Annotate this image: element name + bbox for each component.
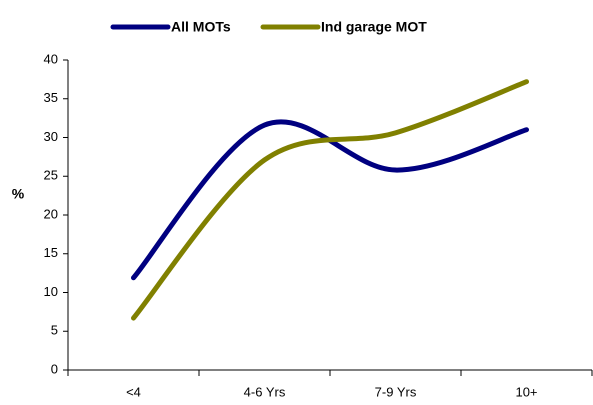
y-tick-label: 15 [44, 245, 58, 260]
x-tick-label: <4 [126, 384, 141, 399]
y-tick-label: 35 [44, 90, 58, 105]
x-tick-label: 10+ [515, 384, 537, 399]
y-tick-label: 30 [44, 129, 58, 144]
y-tick-label: 40 [44, 51, 58, 66]
y-tick-label: 0 [51, 361, 58, 376]
series-line [131, 119, 529, 281]
x-tick-label: 7-9 Yrs [375, 384, 417, 399]
series-line [131, 79, 529, 321]
legend-label: Ind garage MOT [321, 19, 427, 35]
y-tick-label: 20 [44, 206, 58, 221]
y-tick-label: 5 [51, 323, 58, 338]
legend-label: All MOTs [171, 19, 231, 35]
y-axis-label: % [12, 186, 25, 202]
y-tick-label: 25 [44, 168, 58, 183]
y-tick-label: 10 [44, 284, 58, 299]
x-tick-label: 4-6 Yrs [244, 384, 286, 399]
